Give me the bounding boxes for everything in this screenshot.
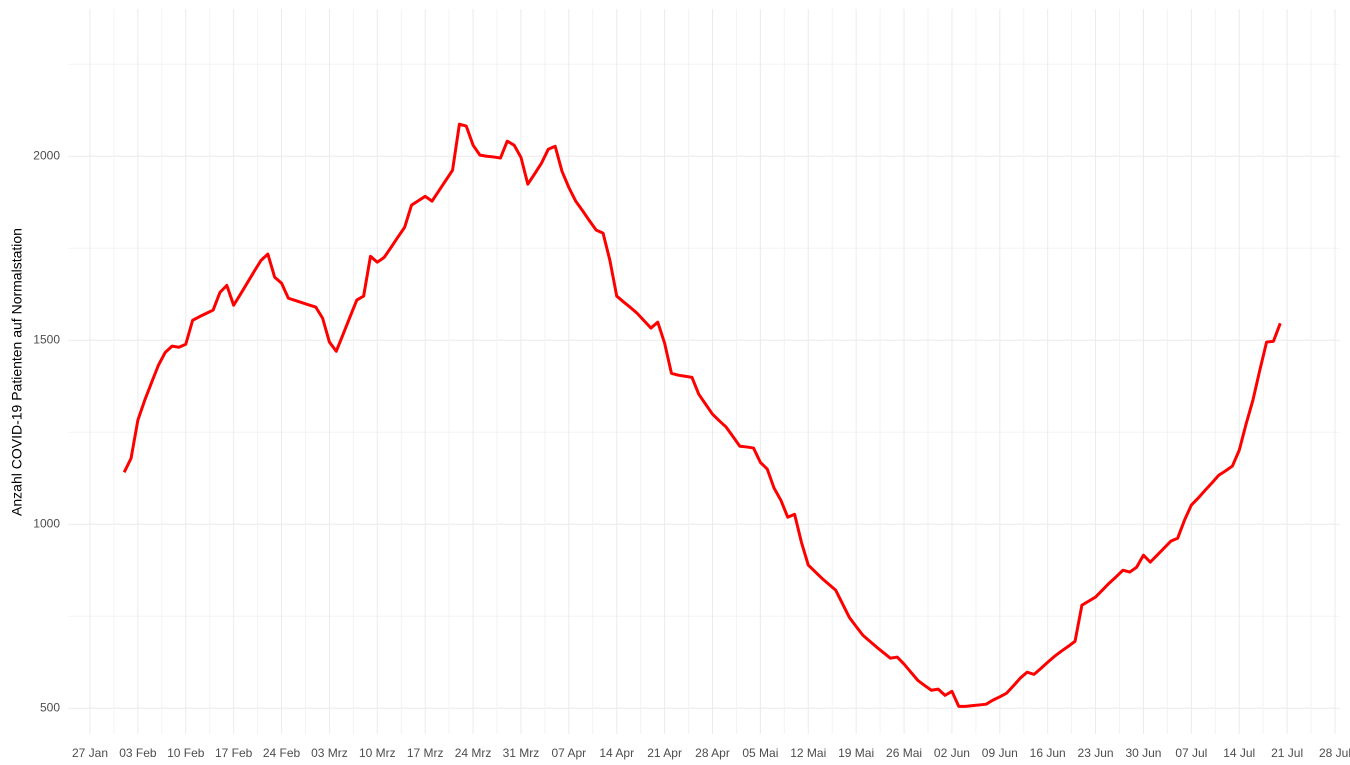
y-tick-label: 1000	[33, 516, 60, 530]
x-tick-label: 21 Jul	[1271, 746, 1303, 760]
x-tick-label: 23 Jun	[1078, 746, 1114, 760]
x-tick-label: 03 Feb	[119, 746, 157, 760]
x-tick-label: 24 Feb	[263, 746, 301, 760]
x-tick-label: 07 Jul	[1175, 746, 1207, 760]
x-tick-label: 24 Mrz	[455, 746, 492, 760]
x-tick-label: 10 Mrz	[359, 746, 396, 760]
y-axis-title: Anzahl COVID-19 Patienten auf Normalstat…	[9, 228, 25, 516]
x-tick-label: 27 Jan	[72, 746, 108, 760]
x-tick-label: 10 Feb	[167, 746, 205, 760]
x-tick-label: 21 Apr	[647, 746, 682, 760]
x-tick-label: 26 Mai	[886, 746, 922, 760]
x-tick-label: 31 Mrz	[503, 746, 540, 760]
x-tick-label: 02 Jun	[934, 746, 970, 760]
x-tick-label: 17 Feb	[215, 746, 253, 760]
y-tick-label: 2000	[33, 148, 60, 162]
x-tick-label: 14 Apr	[599, 746, 634, 760]
y-tick-label: 1500	[33, 332, 60, 346]
y-tick-label: 500	[40, 700, 60, 714]
x-tick-label: 17 Mrz	[407, 746, 444, 760]
x-tick-label: 28 Apr	[695, 746, 730, 760]
x-tick-label: 19 Mai	[838, 746, 874, 760]
x-tick-label: 14 Jul	[1223, 746, 1255, 760]
x-tick-label: 07 Apr	[551, 746, 586, 760]
line	[122, 122, 1282, 708]
x-tick-label: 12 Mai	[790, 746, 826, 760]
grid	[68, 9, 1340, 734]
x-tick-label: 30 Jun	[1125, 746, 1161, 760]
x-tick-label: 05 Mai	[742, 746, 778, 760]
x-tick-label: 16 Jun	[1030, 746, 1066, 760]
x-tick-label: 03 Mrz	[311, 746, 348, 760]
x-tick-label: 28 Jul	[1319, 746, 1350, 760]
x-tick-label: 09 Jun	[982, 746, 1018, 760]
